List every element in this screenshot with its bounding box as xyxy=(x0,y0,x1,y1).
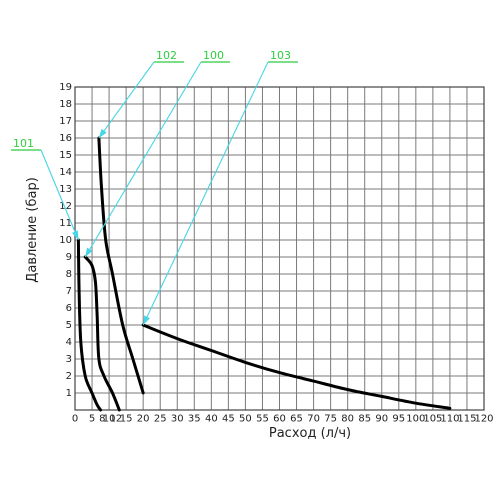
callout-leader-101 xyxy=(40,149,79,241)
y-tick-label: 11 xyxy=(59,218,72,229)
y-tick-label: 6 xyxy=(66,303,72,314)
y-tick-label: 2 xyxy=(66,371,72,382)
callout-leader-103 xyxy=(142,61,269,326)
series-line-103 xyxy=(141,323,452,410)
y-tick-label: 4 xyxy=(66,337,72,348)
y-tick-label: 17 xyxy=(59,116,72,127)
x-tick-label: 55 xyxy=(256,413,269,424)
x-tick-label: 30 xyxy=(171,413,184,424)
x-tick-label: 5 xyxy=(89,413,95,424)
x-tick-label: 90 xyxy=(375,413,388,424)
x-tick-label: 20 xyxy=(137,413,150,424)
y-tick-label: 19 xyxy=(59,82,72,93)
x-tick-label: 120 xyxy=(474,413,493,424)
x-tick-label: 60 xyxy=(273,413,286,424)
x-tick-label: 15 xyxy=(120,413,133,424)
y-tick-label: 13 xyxy=(59,184,72,195)
series-line-100 xyxy=(83,255,121,412)
x-axis-ticks: 0 5 10 15 20 25 30 35 40 45 50 55 60 65 70 75 80 85 90 95 10… xyxy=(72,413,494,424)
y-tick-label: 8 xyxy=(66,269,72,280)
x-axis-title: Расход (л/ч) xyxy=(269,426,351,441)
y-axis-title: Давление (бар) xyxy=(25,177,40,283)
y-tick-label: 3 xyxy=(66,354,72,365)
y-tick-label: 10 xyxy=(59,235,72,246)
callout-arrowhead xyxy=(98,128,107,138)
x-tick-label: 45 xyxy=(222,413,235,424)
x-tick-label: 85 xyxy=(358,413,371,424)
callout-label-102: 102 xyxy=(156,49,177,62)
series-line-102 xyxy=(97,136,145,395)
x-tick-label: 25 xyxy=(154,413,167,424)
callout-label-101: 101 xyxy=(13,137,34,150)
y-tick-label: 1 xyxy=(66,388,72,399)
x-tick-label: 10 xyxy=(103,413,116,424)
y-tick-label: 7 xyxy=(66,286,72,297)
callout-arrowhead xyxy=(85,247,93,257)
x-tick-label: 35 xyxy=(188,413,201,424)
callout-arrowhead xyxy=(71,230,79,240)
x-tick-label: 75 xyxy=(324,413,337,424)
x-tick-label: 80 xyxy=(341,413,354,424)
y-tick-label: 14 xyxy=(59,167,72,178)
y-tick-label: 5 xyxy=(66,320,72,331)
callout-label-103: 103 xyxy=(270,49,291,62)
callout-arrowhead xyxy=(143,315,150,325)
callout-leader-102 xyxy=(98,61,155,139)
callouts: 101 102 100 103 xyxy=(11,49,298,326)
y-tick-label: 18 xyxy=(59,99,72,110)
grid xyxy=(75,87,484,410)
x-tick-label: 0 xyxy=(72,413,78,424)
y-tick-label: 16 xyxy=(59,133,72,144)
curves xyxy=(76,136,452,412)
x-tick-label: 12 xyxy=(110,413,123,424)
callout-label-100: 100 xyxy=(203,49,224,62)
x-tick-label: 50 xyxy=(239,413,252,424)
x-tick-label: 70 xyxy=(307,413,320,424)
x-tick-label: 40 xyxy=(205,413,218,424)
x-tick-label: 65 xyxy=(290,413,303,424)
x-tick-label: 95 xyxy=(392,413,405,424)
x-tick-label: 100 xyxy=(406,413,425,424)
series-line-101 xyxy=(76,238,103,412)
callout-leader-100 xyxy=(84,61,202,258)
x-tick-label: 105 xyxy=(423,413,442,424)
y-tick-label: 12 xyxy=(59,201,72,212)
x-tick-label: 110 xyxy=(440,413,459,424)
x-tick-label: 8 xyxy=(99,413,105,424)
y-tick-label: 9 xyxy=(66,252,72,263)
plot-frame xyxy=(74,86,485,411)
y-tick-label: 15 xyxy=(59,150,72,161)
x-tick-label: 115 xyxy=(457,413,476,424)
